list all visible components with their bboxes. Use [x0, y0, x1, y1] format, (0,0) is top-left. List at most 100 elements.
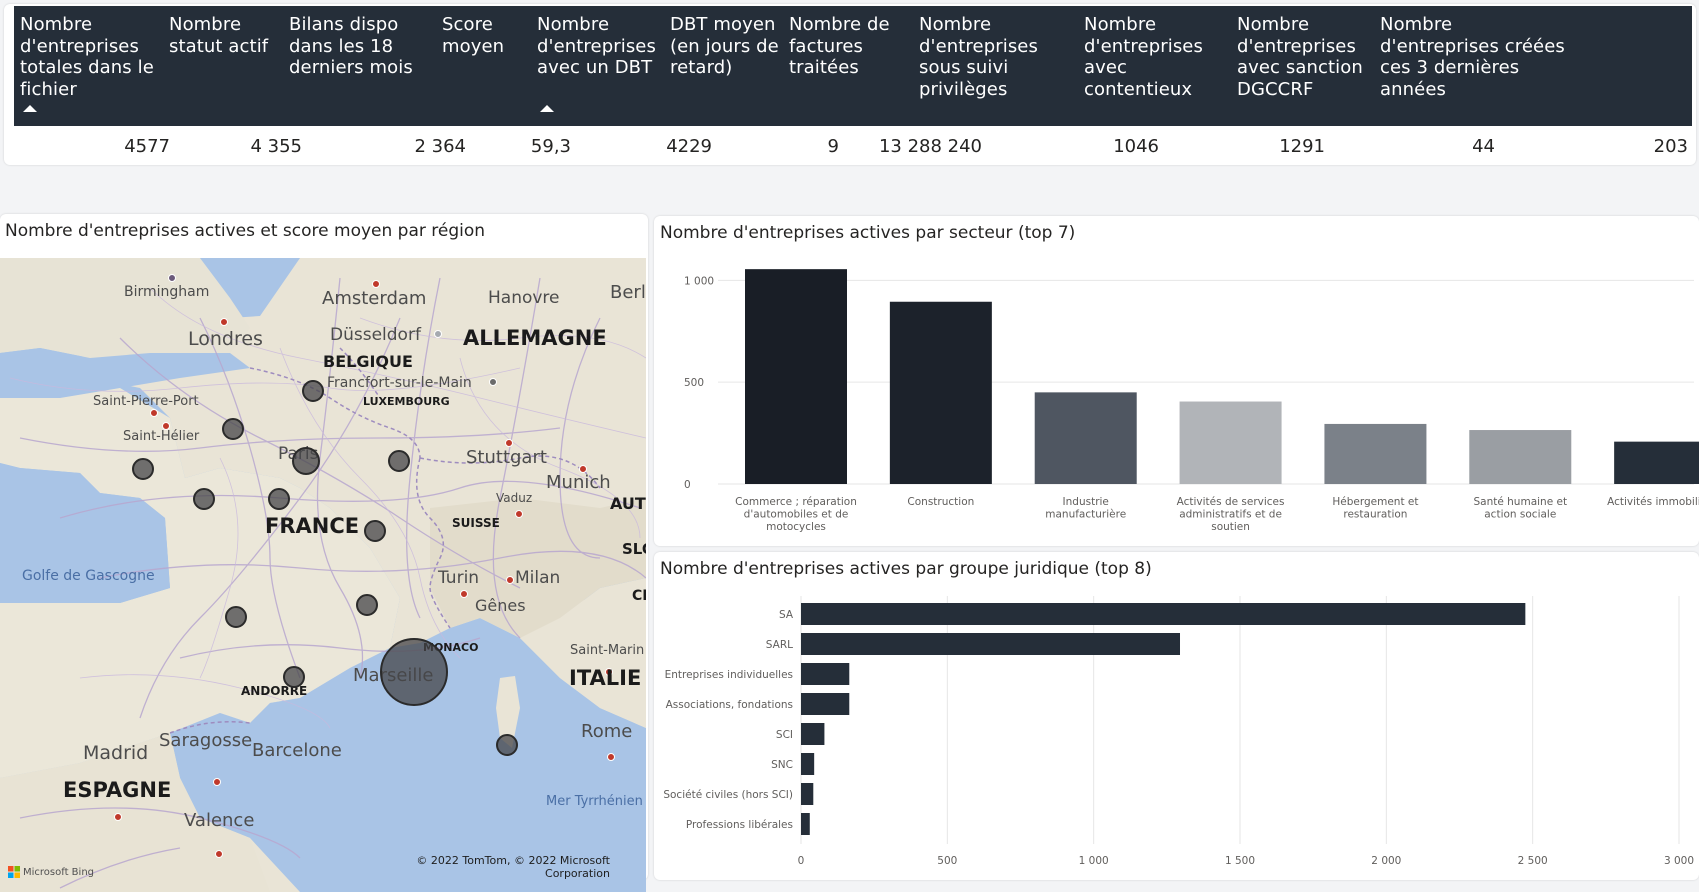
x-category-label: d'automobiles et de: [744, 509, 849, 521]
region-bubble[interactable]: [132, 458, 154, 480]
region-bubble-large[interactable]: [380, 638, 448, 706]
column-header-invoices-processed[interactable]: Nombre de factures traitées: [789, 14, 890, 78]
value-total-companies: 4577: [124, 136, 170, 157]
map-label-belgique: BELGIQUE: [323, 352, 413, 371]
map-label-turin: Turin: [438, 568, 480, 588]
column-header-average-score[interactable]: Score moyen: [442, 14, 505, 57]
map-canvas[interactable]: Birmingham Amsterdam Hanovre Berl Londre…: [0, 258, 646, 892]
copyright-line: Corporation: [545, 867, 610, 880]
column-header-active-status[interactable]: Nombre statut actif: [169, 14, 269, 57]
column-header-created-last-3-years[interactable]: Nombre d'entreprises créées ces 3 derniè…: [1380, 14, 1565, 100]
region-bubble[interactable]: [193, 488, 215, 510]
region-bubble[interactable]: [268, 488, 290, 510]
bar-sector[interactable]: [1614, 441, 1699, 484]
region-bubble[interactable]: [225, 606, 247, 628]
city-marker: [372, 280, 380, 288]
region-bubble[interactable]: [283, 666, 305, 688]
map-label-milan: Milan: [515, 568, 561, 588]
sort-ascending-icon[interactable]: [540, 105, 554, 112]
bar-sector[interactable]: [889, 301, 992, 484]
bar-legal-group[interactable]: [801, 603, 1526, 625]
city-marker: [168, 274, 176, 282]
y-category-label: Entreprises individuelles: [665, 669, 793, 681]
map-label-slo: SLO: [622, 540, 646, 558]
column-header-total-companies[interactable]: Nombre d'entreprises totales dans le fic…: [20, 14, 154, 100]
y-category-label: Société civiles (hors SCI): [663, 789, 793, 801]
map-label-berlin: Berl: [610, 282, 646, 303]
bar-legal-group[interactable]: [801, 813, 810, 835]
bar-sector[interactable]: [745, 269, 847, 484]
value-average-score: 59,3: [530, 136, 571, 157]
map-copyright: © 2022 TomTom, © 2022 Microsoft Corporat…: [416, 854, 610, 880]
bar-legal-group[interactable]: [801, 783, 814, 805]
bar-sector[interactable]: [1324, 423, 1427, 484]
map-label-golfe-gascogne: Golfe de Gascogne: [22, 568, 155, 584]
bar-legal-group[interactable]: [801, 633, 1181, 655]
legal-bar-chart: 0 500 1 000 1 500 2 000 2 500 3 000 SA SARL Entre…: [663, 596, 1694, 867]
city-marker: [114, 813, 122, 821]
map-label-munich: Munich: [546, 472, 611, 493]
map-label-saragosse: Saragosse: [159, 730, 253, 751]
map-label-suisse: SUISSE: [452, 516, 500, 530]
map-label-valence: Valence: [184, 810, 255, 831]
y-category-label: SCI: [776, 729, 793, 741]
map-label-saint-pierre-port: Saint-Pierre-Port: [93, 394, 199, 409]
region-bubble-paris[interactable]: [292, 447, 320, 475]
x-tick-label: 2 000: [1371, 855, 1401, 867]
bar-sector[interactable]: [1179, 401, 1282, 484]
map-label-barcelone: Barcelone: [252, 740, 342, 761]
sort-ascending-icon[interactable]: [23, 105, 37, 112]
region-bubble[interactable]: [222, 418, 244, 440]
value-dgccrf-sanction: 44: [1472, 136, 1495, 157]
city-marker: [605, 668, 613, 676]
y-tick-label: 1 000: [684, 275, 714, 287]
legal-chart-title: Nombre d'entreprises actives par groupe …: [660, 559, 1152, 579]
bar-legal-group[interactable]: [801, 753, 815, 775]
map-background: [0, 258, 646, 892]
city-marker: [434, 330, 442, 338]
value-balance-sheets: 2 364: [414, 136, 466, 157]
region-bubble[interactable]: [356, 594, 378, 616]
map-label-espagne: ESPAGNE: [63, 778, 172, 802]
column-header-dgccrf-sanction[interactable]: Nombre d'entreprises avec sanction DGCCR…: [1237, 14, 1363, 100]
city-marker: [220, 318, 228, 326]
x-category-label: Activités immobilières: [1607, 496, 1699, 508]
bar-legal-group[interactable]: [801, 723, 825, 745]
map-title: Nombre d'entreprises actives et score mo…: [5, 221, 486, 241]
x-tick-label: 1 500: [1225, 855, 1255, 867]
map-label-italie: ITALIE: [569, 666, 642, 690]
city-marker: [150, 409, 158, 417]
bar-sector[interactable]: [1469, 430, 1572, 484]
bar-legal-group[interactable]: [801, 663, 850, 685]
x-category-label: Commerce ; réparation: [735, 496, 857, 508]
column-header-companies-with-dbt[interactable]: Nombre d'entreprises avec un DBT: [537, 14, 656, 78]
city-marker: [579, 465, 587, 473]
column-header-balance-sheets[interactable]: Bilans dispo dans les 18 derniers mois: [289, 14, 413, 78]
map-label-saint-marin: Saint-Marin: [570, 643, 645, 658]
map-label-luxembourg: LUXEMBOURG: [363, 395, 450, 408]
column-header-privileges-monitoring[interactable]: Nombre d'entreprises sous suivi privilèg…: [919, 14, 1038, 100]
map-label-saint-helier: Saint-Hélier: [123, 429, 200, 444]
column-header-litigation[interactable]: Nombre d'entreprises avec contentieux: [1084, 14, 1203, 100]
region-bubble[interactable]: [302, 380, 324, 402]
y-tick-label: 500: [684, 377, 704, 389]
x-category-label: Activités de services: [1177, 496, 1285, 508]
x-category-label: restauration: [1343, 509, 1407, 521]
bar-sector[interactable]: [1034, 392, 1137, 484]
microsoft-logo-icon: [8, 866, 20, 878]
city-marker: [460, 590, 468, 598]
region-bubble[interactable]: [388, 450, 410, 472]
column-header-average-dbt[interactable]: DBT moyen (en jours de retard): [670, 14, 779, 78]
bar-legal-group[interactable]: [801, 693, 850, 715]
map-label-madrid: Madrid: [83, 742, 149, 764]
map-label-france: FRANCE: [265, 514, 360, 538]
value-companies-with-dbt: 4229: [666, 136, 712, 157]
map-label-stuttgart: Stuttgart: [466, 447, 547, 468]
region-bubble[interactable]: [364, 520, 386, 542]
map-label-aut: AUT: [610, 494, 646, 513]
x-category-label: administratifs et de: [1179, 509, 1282, 521]
region-bubble[interactable]: [496, 734, 518, 756]
city-marker: [515, 510, 523, 518]
city-marker: [505, 439, 513, 447]
x-category-label: manufacturière: [1045, 509, 1126, 521]
